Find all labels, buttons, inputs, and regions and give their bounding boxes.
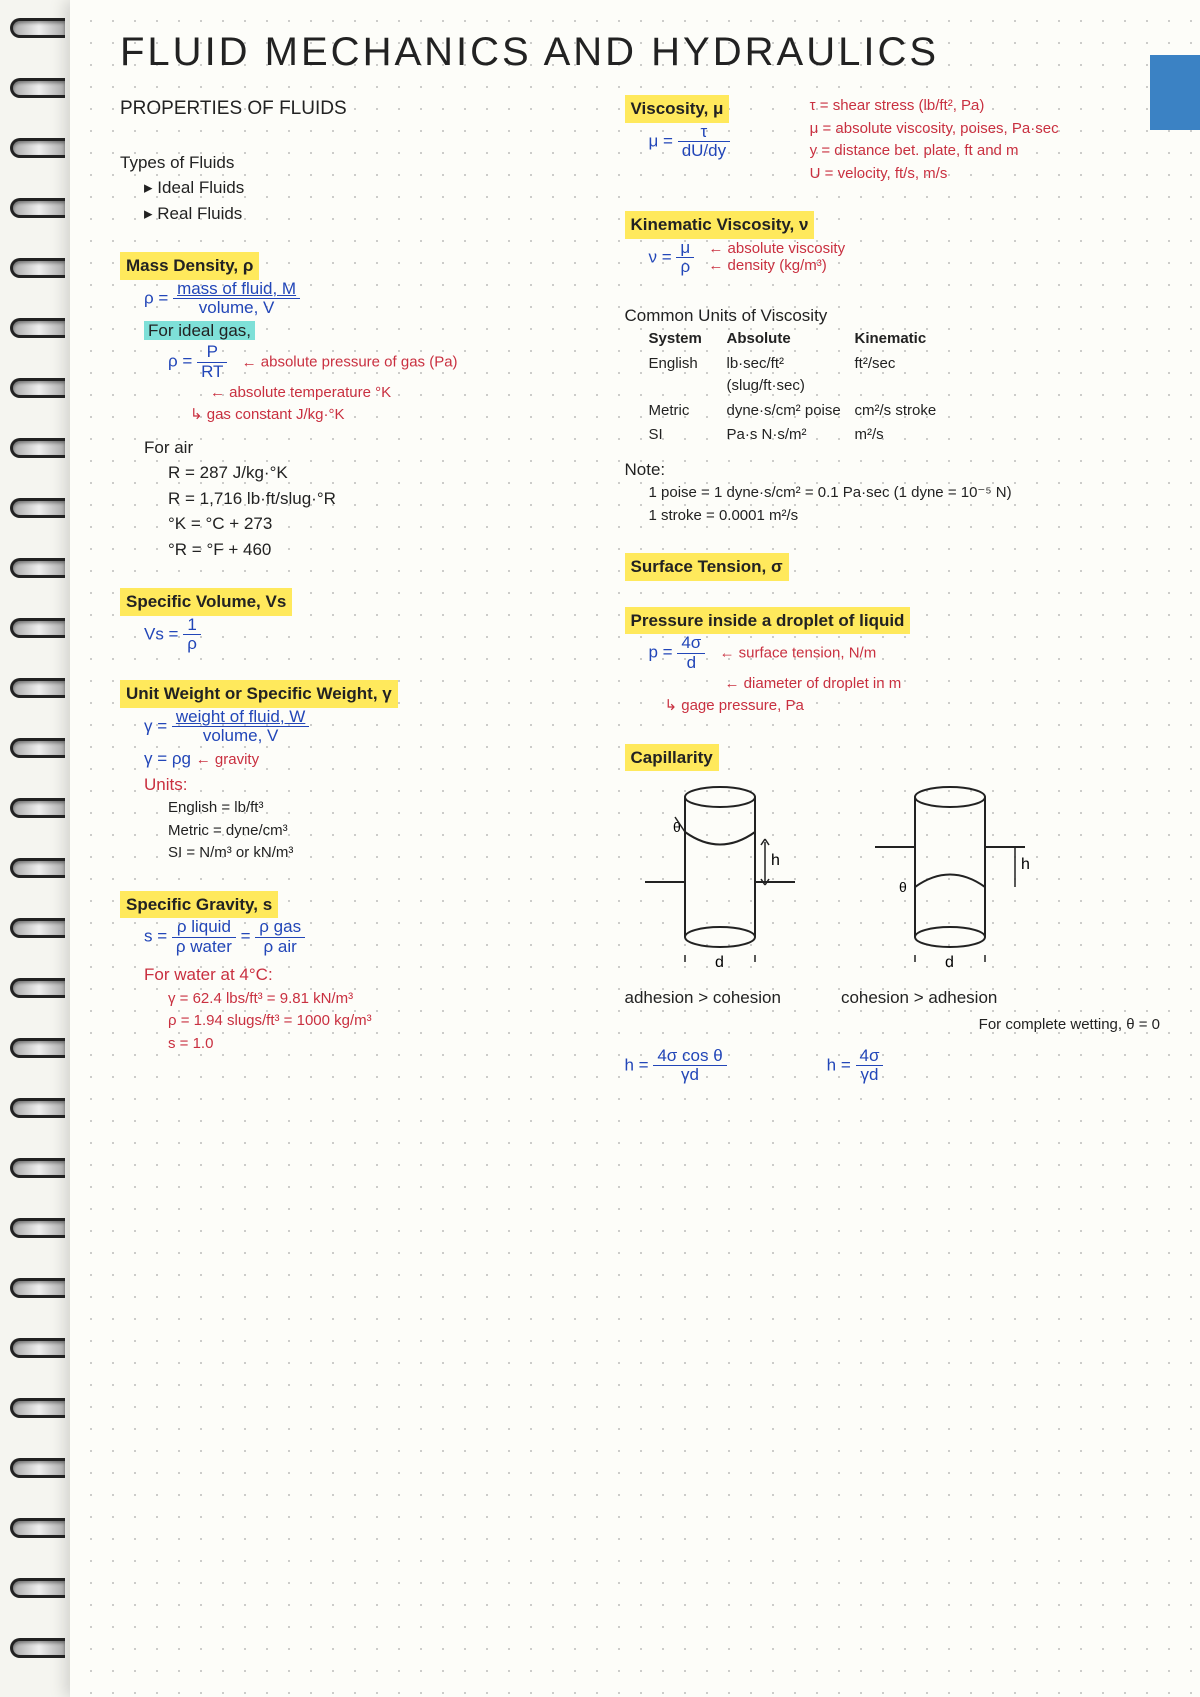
def-tau: τ = shear stress (lb/ft², Pa) — [810, 95, 1160, 118]
formula-viscosity: μ = τ dU/dy — [625, 123, 800, 161]
table-header: Absolute — [727, 328, 847, 351]
formula-kinematic-viscosity: ν = μ ρ ← absolute viscosity ← density (… — [625, 239, 1161, 277]
table-header: System — [649, 328, 719, 351]
def-y: y = distance bet. plate, ft and m — [810, 140, 1160, 163]
note-diameter: ← diameter of droplet in m — [625, 673, 1161, 696]
rankine-conversion: °R = °F + 460 — [120, 537, 605, 563]
heading-droplet-pressure: Pressure inside a droplet of liquid — [625, 607, 911, 635]
viscosity-units-table: System Absolute Kinematic English lb·sec… — [625, 328, 1161, 447]
heading-specific-volume: Specific Volume, Vs — [120, 588, 292, 616]
section-properties: PROPERTIES OF FLUIDS — [120, 95, 605, 124]
spiral-binding — [0, 0, 80, 1697]
note-poise: 1 poise = 1 dyne·s/cm² = 0.1 Pa·sec (1 d… — [625, 482, 1161, 505]
formula-specific-volume: Vs = 1ρ — [120, 616, 605, 654]
formula-droplet: p = 4σ d ← surface tension, N/m — [625, 634, 1161, 672]
heading-mass-density: Mass Density, ρ — [120, 252, 259, 280]
rho-water: ρ = 1.94 slugs/ft³ = 1000 kg/m³ — [120, 1010, 605, 1033]
table-header: Kinematic — [855, 328, 945, 351]
svg-text:θ: θ — [899, 879, 907, 895]
note-label: Note: — [625, 457, 1161, 483]
table-cell: cm²/s stroke — [855, 400, 945, 423]
formula-gamma-rho-g: γ = ρg gravity — [120, 746, 605, 772]
table-cell: dyne·s/cm² poise — [727, 400, 847, 423]
units-english: English = lb/ft³ — [120, 797, 605, 820]
heading-common-units: Common Units of Viscosity — [625, 303, 1161, 329]
label-adhesion: adhesion > cohesion — [625, 985, 781, 1011]
svg-text:h: h — [771, 852, 780, 869]
formula-specific-gravity: s = ρ liquid ρ water = ρ gas ρ air — [120, 918, 605, 956]
heading-kinematic-viscosity: Kinematic Viscosity, ν — [625, 211, 815, 239]
formula-unit-weight: γ = weight of fluid, W volume, V — [120, 708, 605, 746]
capillarity-labels: adhesion > cohesion cohesion > adhesion — [625, 985, 1161, 1011]
def-u: U = velocity, ft/s, m/s — [810, 163, 1160, 186]
table-cell: m²/s — [855, 424, 945, 447]
heading-viscosity: Viscosity, μ — [625, 95, 730, 123]
table-cell: English — [649, 353, 719, 398]
r-air-si: R = 287 J/kg·°K — [120, 460, 605, 486]
water-4c-note: For water at 4°C: — [120, 962, 605, 988]
svg-text:h: h — [1021, 856, 1030, 873]
svg-text:d: d — [945, 954, 954, 971]
notebook-page: FLUID MECHANICS AND HYDRAULICS PROPERTIE… — [70, 0, 1200, 1697]
heading-specific-gravity: Specific Gravity, s — [120, 891, 278, 919]
for-air: For air — [120, 435, 605, 461]
note-gage-pressure: ↳ gage pressure, Pa — [625, 695, 1161, 718]
label-cohesion: cohesion > adhesion — [841, 985, 997, 1011]
page-title: FLUID MECHANICS AND HYDRAULICS — [120, 30, 1160, 75]
gamma-water: γ = 62.4 lbs/ft³ = 9.81 kN/m³ — [120, 988, 605, 1011]
table-cell: SI — [649, 424, 719, 447]
units-si: SI = N/m³ or kN/m³ — [120, 842, 605, 865]
svg-text:θ: θ — [673, 819, 681, 835]
units-metric: Metric = dyne/cm³ — [120, 820, 605, 843]
right-column: Viscosity, μ μ = τ dU/dy τ = shear stres… — [625, 95, 1161, 1111]
page-tab — [1150, 55, 1200, 130]
formula-ideal-gas: ρ = P RT absolute pressure of gas (Pa) — [120, 343, 605, 381]
types-item: Real Fluids — [120, 201, 605, 227]
heading-surface-tension: Surface Tension, σ — [625, 553, 789, 581]
note-stroke: 1 stroke = 0.0001 m²/s — [625, 505, 1161, 528]
kelvin-conversion: °K = °C + 273 — [120, 511, 605, 537]
left-column: PROPERTIES OF FLUIDS Types of Fluids Ide… — [120, 95, 605, 1111]
units-label: Units: — [120, 772, 605, 798]
r-air-eng: R = 1,716 lb·ft/slug·°R — [120, 486, 605, 512]
table-cell: ft²/sec — [855, 353, 945, 398]
capillarity-diagram: θ h d — [625, 777, 1161, 985]
heading-ideal-gas: For ideal gas, — [144, 321, 255, 340]
table-cell: lb·sec/ft² (slug/ft·sec) — [727, 353, 847, 398]
heading-unit-weight: Unit Weight or Specific Weight, γ — [120, 680, 398, 708]
def-mu: μ = absolute viscosity, poises, Pa·sec — [810, 118, 1160, 141]
formula-cap-h-2: h = 4σ γd — [827, 1047, 884, 1085]
heading-capillarity: Capillarity — [625, 744, 719, 772]
table-cell: Pa·s N·s/m² — [727, 424, 847, 447]
s-water: s = 1.0 — [120, 1033, 605, 1056]
note-gas-constant: ↳ gas constant J/kg·°K — [120, 404, 605, 427]
note-wetting: For complete wetting, θ = 0 — [625, 1014, 1161, 1037]
types-item: Ideal Fluids — [120, 175, 605, 201]
types-heading: Types of Fluids — [120, 150, 605, 176]
formula-cap-h-1: h = 4σ cos θ γd — [625, 1047, 727, 1085]
table-cell: Metric — [649, 400, 719, 423]
note-temperature: absolute temperature °K — [120, 382, 605, 405]
capillarity-formulas: h = 4σ cos θ γd h = 4σ γd — [625, 1047, 1161, 1085]
formula-mass-density: ρ = mass of fluid, M volume, V — [120, 280, 605, 318]
svg-text:d: d — [715, 954, 724, 971]
